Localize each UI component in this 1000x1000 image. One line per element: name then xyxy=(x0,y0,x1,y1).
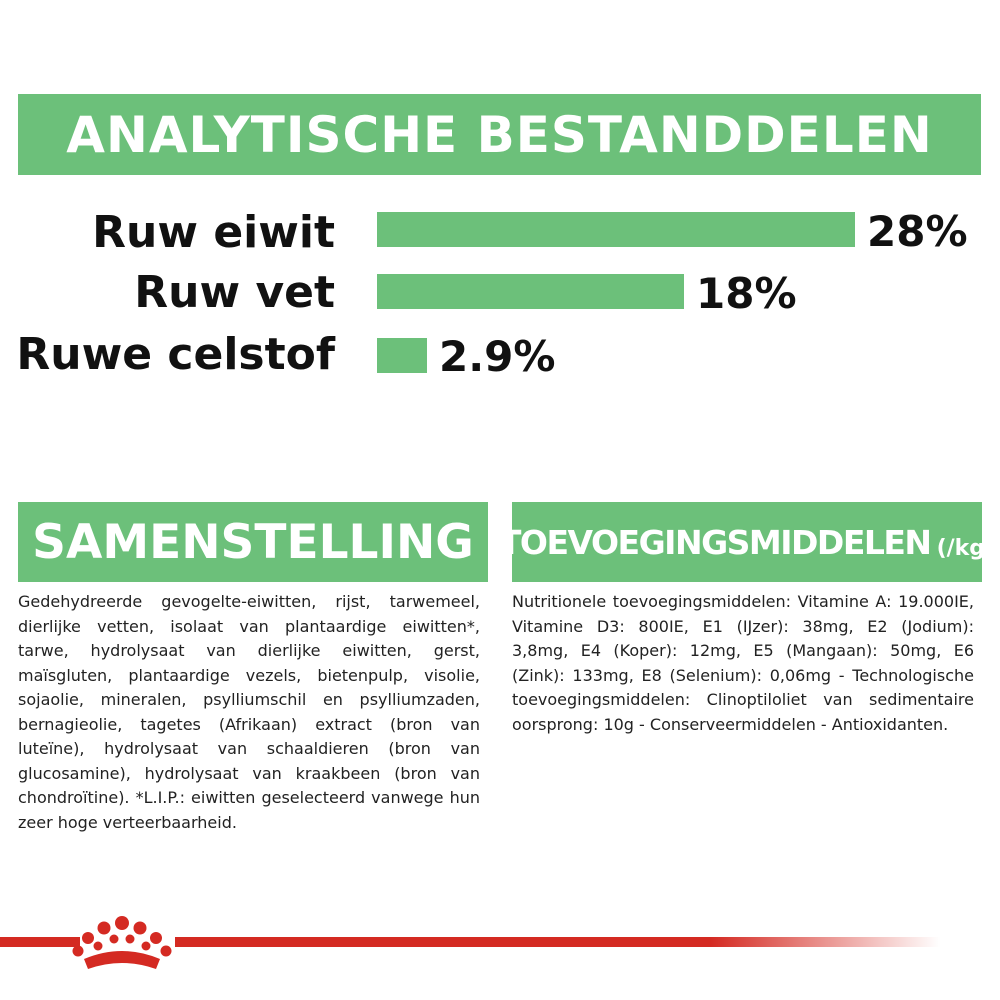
bar-fiber xyxy=(377,338,427,373)
crown-icon xyxy=(72,916,172,969)
row-label: Ruw vet xyxy=(134,267,335,318)
composition-banner: SAMENSTELLING xyxy=(18,502,488,582)
additives-title: TOEVOEGINGSMIDDELEN xyxy=(512,522,932,562)
bar-value: 28% xyxy=(867,207,968,256)
additives-text: Nutritionele toevoegingsmiddelen: Vitami… xyxy=(512,592,974,734)
brand-line-left xyxy=(0,937,80,947)
row-label: Ruwe celstof xyxy=(16,329,335,380)
composition-title: SAMENSTELLING xyxy=(32,514,474,570)
analysis-title: ANALYTISCHE BESTANDDELEN xyxy=(66,105,933,164)
bar-value: 2.9% xyxy=(439,332,556,381)
bar-protein xyxy=(377,212,855,247)
analysis-banner: ANALYTISCHE BESTANDDELEN xyxy=(18,94,981,175)
composition-text: Gedehydreerde gevogelte-eiwitten, rijst,… xyxy=(18,592,480,832)
brand-line-right xyxy=(175,937,940,947)
bar-value: 18% xyxy=(696,269,797,318)
row-label: Ruw eiwit xyxy=(92,207,335,258)
additives-banner: TOEVOEGINGSMIDDELEN (/kg) xyxy=(512,502,982,582)
bar-fat xyxy=(377,274,684,309)
additives-unit: (/kg) xyxy=(936,535,982,561)
